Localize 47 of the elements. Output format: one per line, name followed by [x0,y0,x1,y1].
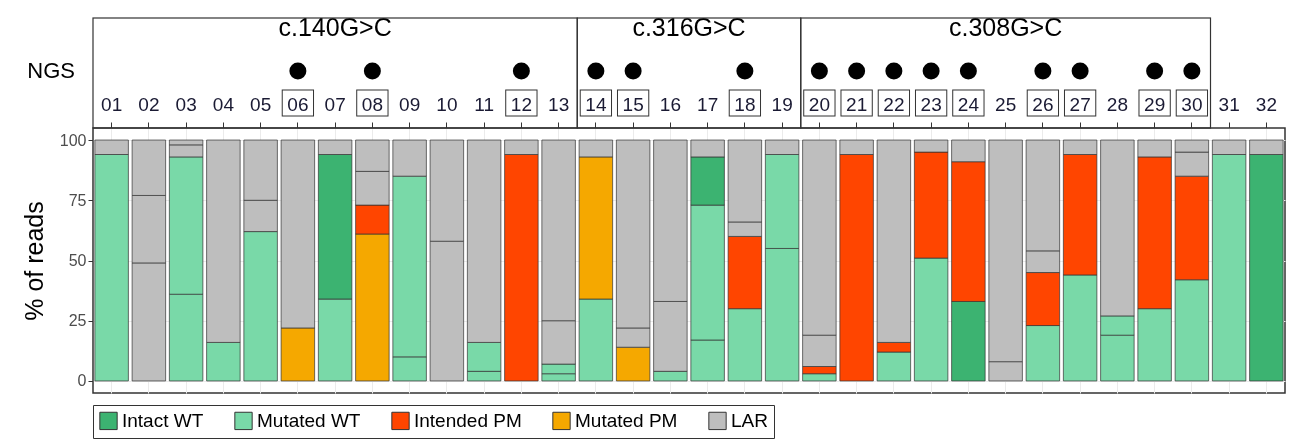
legend-label: Mutated PM [575,409,678,431]
x-tick-label: 19 [771,93,793,115]
x-tick-label: 03 [175,93,197,115]
x-tick-label: 06 [287,93,309,115]
x-tick-label: 17 [697,93,719,115]
y-axis-title: % of reads [19,201,48,321]
text: c.308G>C [948,13,1063,41]
x-tick-label: 23 [920,93,942,115]
x-tick-label: 30 [1181,93,1203,115]
text: c.316G>C [632,13,746,41]
x-tick-label: 25 [995,93,1017,115]
x-tick-label: 20 [808,93,830,115]
y-tick-label: 100 [59,131,87,149]
legend-label: Intact WT [122,409,204,431]
x-tick-label: 22 [883,93,905,115]
x-tick-label: 24 [957,93,980,115]
x-tick-label: 26 [1032,93,1054,115]
legend-label: LAR [731,409,768,431]
x-tick-label: 05 [250,93,272,115]
x-tick-label: 29 [1144,93,1166,115]
x-tick-label: 09 [399,93,421,115]
x-tick-label: 12 [510,93,532,115]
text: c.140G>C [278,13,392,41]
x-tick-label: 08 [361,93,383,115]
x-tick-label: 32 [1255,93,1277,115]
x-tick-label: 28 [1106,93,1128,115]
x-tick-label: 04 [212,93,235,115]
y-tick-label: 75 [68,191,87,209]
x-tick-label: 15 [622,93,644,115]
x-tick-label: 14 [585,93,607,115]
legend-label: Mutated WT [257,409,361,431]
x-tick-label: 01 [101,93,123,115]
x-tick-label: 27 [1069,93,1091,115]
text: NGS [27,58,75,83]
legend-label: Intended PM [414,409,522,431]
x-tick-label: 10 [436,93,458,115]
x-tick-label: 13 [548,93,570,115]
y-tick-label: 0 [77,372,87,390]
x-tick-label: 16 [659,93,681,115]
y-tick-label: 50 [68,252,87,269]
x-tick-label: 02 [138,93,160,115]
x-tick-label: 18 [734,93,756,115]
y-tick-label: 25 [68,312,87,330]
x-tick-label: 31 [1218,93,1240,115]
x-tick-label: 11 [474,93,494,115]
x-tick-label: 21 [846,93,868,115]
x-tick-label: 07 [324,93,346,115]
